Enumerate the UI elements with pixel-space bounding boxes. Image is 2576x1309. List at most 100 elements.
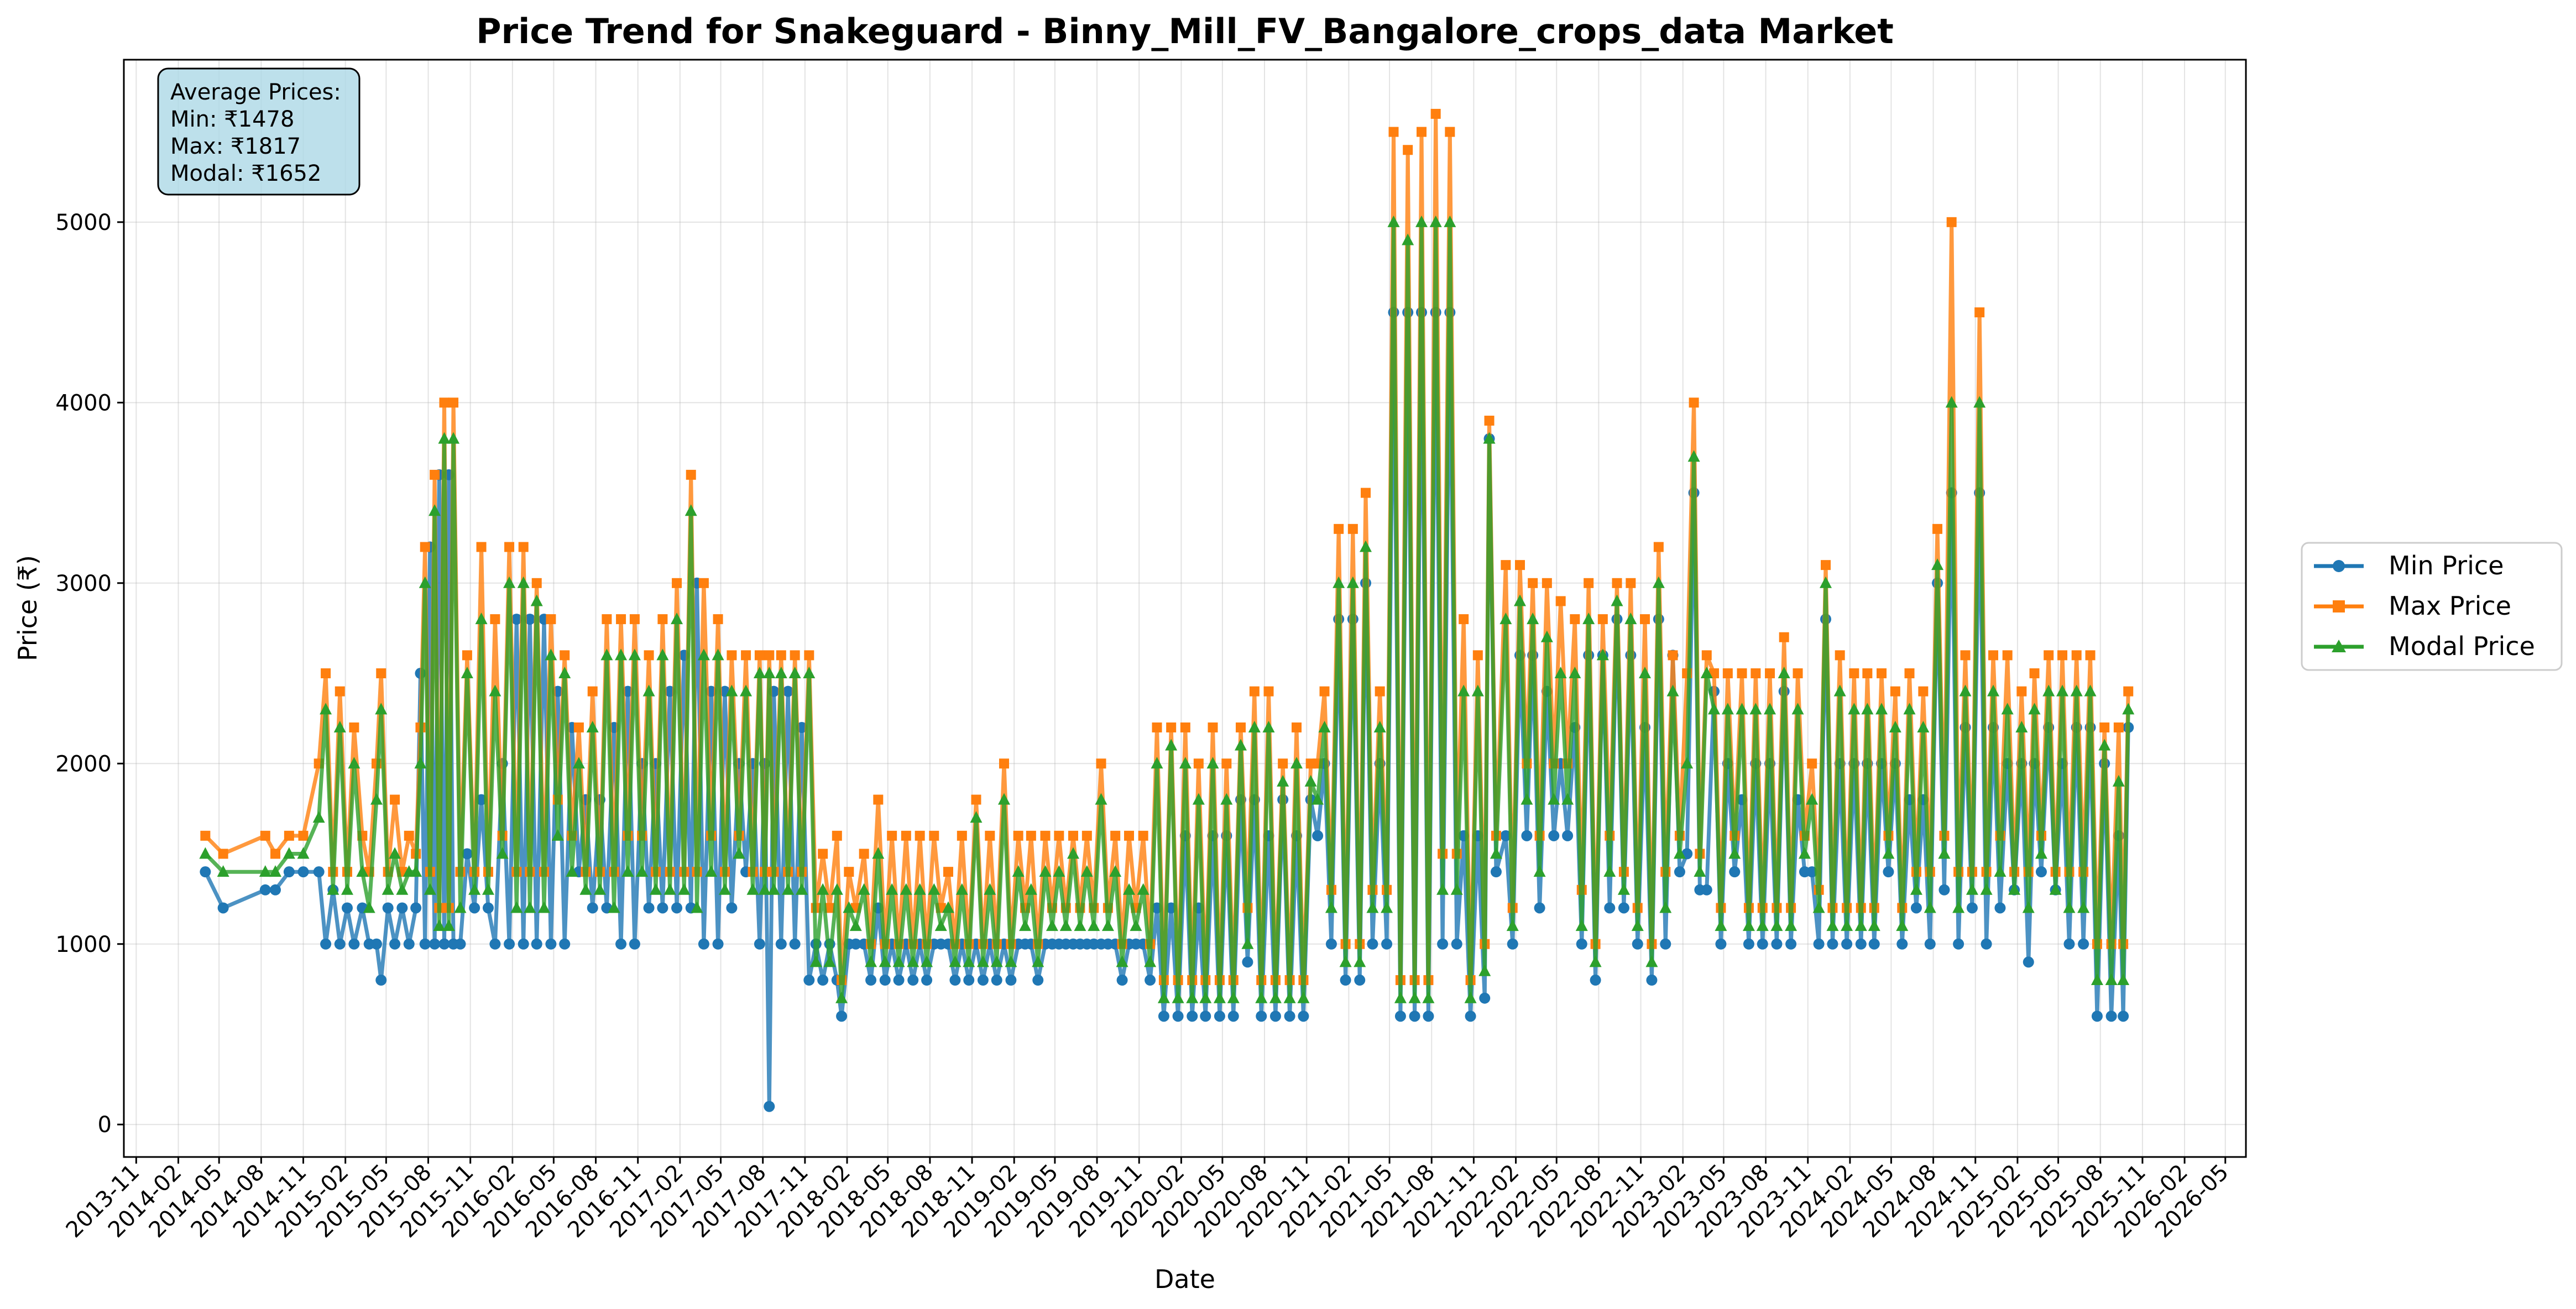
min-price-point — [1423, 1010, 1434, 1022]
max-price-point — [1484, 415, 1495, 426]
max-price-point — [629, 614, 640, 625]
min-price-point — [836, 1010, 848, 1022]
max-price-point — [321, 668, 331, 679]
modal-price-point — [733, 847, 745, 859]
modal-price-point — [433, 919, 446, 931]
modal-price-point — [1109, 865, 1122, 877]
modal-price-point — [312, 811, 325, 823]
min-price-point — [2118, 1010, 2129, 1022]
max-price-point — [1849, 668, 1859, 679]
modal-price-point — [1179, 757, 1192, 769]
min-price-point — [313, 866, 325, 878]
modal-price-point — [269, 865, 282, 877]
modal-price-point — [429, 504, 441, 516]
modal-price-point — [1130, 919, 1142, 931]
modal-price-point — [1791, 703, 1804, 715]
modal-price-point — [370, 793, 383, 805]
max-price-point — [832, 830, 842, 841]
modal-price-point — [782, 883, 795, 895]
min-price-point — [454, 938, 466, 950]
modal-price-point — [327, 883, 339, 895]
min-price-point — [1521, 830, 1533, 841]
modal-price-point — [1561, 793, 1574, 805]
min-price-point — [1953, 938, 1964, 950]
max-price-point — [2016, 686, 2027, 697]
modal-price-point — [2022, 901, 2035, 913]
modal-price-point — [767, 883, 780, 895]
min-price-point — [2063, 938, 2075, 950]
modal-price-point — [753, 667, 766, 679]
modal-price-point — [1144, 955, 1157, 967]
modal-price-point — [1088, 919, 1100, 931]
max-price-point — [1263, 686, 1274, 697]
min-price-point — [817, 975, 829, 986]
min-price-point — [698, 938, 709, 950]
modal-price-point — [475, 612, 488, 625]
modal-price-point — [1938, 847, 1951, 859]
modal-price-point — [551, 829, 564, 841]
min-price-point — [410, 902, 422, 914]
modal-price-point — [2117, 973, 2130, 986]
max-price-point — [1737, 668, 1747, 679]
min-price-point — [1534, 902, 1545, 914]
max-price-point — [1013, 830, 1023, 841]
modal-price-point — [1394, 991, 1407, 1003]
max-price-point — [999, 758, 1009, 769]
min-price-point — [429, 938, 441, 950]
min-price-point — [1325, 938, 1337, 950]
modal-price-point — [1227, 991, 1240, 1003]
modal-price-point — [1360, 540, 1372, 552]
min-price-point — [1674, 866, 1685, 878]
modal-price-point — [656, 648, 669, 661]
max-price-point — [971, 794, 981, 805]
modal-price-point — [419, 576, 431, 588]
max-price-point — [1709, 668, 1720, 679]
modal-price-point — [2049, 883, 2062, 895]
modal-price-point — [1241, 937, 1254, 949]
max-price-point — [270, 849, 281, 859]
max-price-point — [1555, 596, 1566, 606]
modal-price-point — [705, 865, 718, 877]
min-price-point — [419, 938, 431, 950]
max-price-point — [1054, 830, 1064, 841]
max-price-point — [1668, 650, 1678, 661]
min-price-point — [1284, 1010, 1295, 1022]
modal-price-point — [1917, 720, 1930, 732]
modal-price-point — [1812, 901, 1825, 913]
modal-price-point — [1910, 883, 1922, 895]
modal-price-point — [389, 847, 401, 859]
modal-price-point — [1012, 865, 1025, 877]
max-price-point — [985, 830, 995, 841]
max-price-point — [657, 614, 668, 625]
min-price-point — [1269, 1010, 1281, 1022]
modal-price-point — [414, 757, 427, 769]
modal-price-point — [1506, 919, 1519, 931]
min-price-point — [334, 938, 346, 950]
max-price-point — [1375, 686, 1385, 697]
modal-price-point — [942, 901, 954, 913]
modal-price-point — [1248, 720, 1261, 732]
modal-price-point — [537, 901, 550, 913]
y-tick-label: 4000 — [55, 390, 112, 416]
max-price-point — [1904, 668, 1915, 679]
min-price-point — [438, 938, 450, 950]
modal-price-point — [454, 901, 467, 913]
min-price-point — [1381, 938, 1393, 950]
max-price-point — [1026, 830, 1036, 841]
min-price-point — [348, 938, 360, 950]
max-price-point — [1319, 686, 1330, 697]
max-price-point — [1459, 614, 1469, 625]
min-price-point — [1172, 1010, 1184, 1022]
modal-price-point — [1924, 901, 1936, 913]
min-price-point — [342, 902, 353, 914]
min-price-point — [754, 938, 765, 950]
min-price-point — [1771, 938, 1783, 950]
modal-price-point — [1575, 919, 1588, 931]
max-price-point — [1138, 830, 1148, 841]
min-price-point — [1187, 1010, 1198, 1022]
modal-price-point — [1354, 955, 1366, 967]
modal-price-point — [892, 955, 905, 967]
max-price-point — [887, 830, 897, 841]
modal-price-point — [678, 883, 691, 895]
modal-price-point — [1882, 847, 1895, 859]
